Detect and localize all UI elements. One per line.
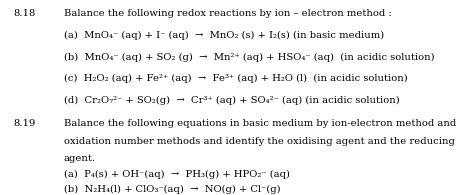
Text: (b)  MnO₄⁻ (aq) + SO₂ (g)  →  Mn²⁺ (aq) + HSO₄⁻ (aq)  (in acidic solution): (b) MnO₄⁻ (aq) + SO₂ (g) → Mn²⁺ (aq) + H…	[64, 53, 435, 62]
Text: (b)  N₂H₄(l) + ClO₃⁻(aq)  →  NO(g) + Cl⁻(g): (b) N₂H₄(l) + ClO₃⁻(aq) → NO(g) + Cl⁻(g)	[64, 185, 281, 194]
Text: oxidation number methods and identify the oxidising agent and the reducing: oxidation number methods and identify th…	[64, 136, 455, 145]
Text: (a)  MnO₄⁻ (aq) + I⁻ (aq)  →  MnO₂ (s) + I₂(s) (in basic medium): (a) MnO₄⁻ (aq) + I⁻ (aq) → MnO₂ (s) + I₂…	[64, 31, 384, 40]
Text: Balance the following equations in basic medium by ion-electron method and: Balance the following equations in basic…	[64, 119, 456, 128]
Text: (d)  Cr₂O₇²⁻ + SO₂(g)  →  Cr³⁺ (aq) + SO₄²⁻ (aq) (in acidic solution): (d) Cr₂O₇²⁻ + SO₂(g) → Cr³⁺ (aq) + SO₄²⁻…	[64, 96, 400, 105]
Text: agent.: agent.	[64, 154, 96, 163]
Text: 8.19: 8.19	[13, 119, 36, 128]
Text: (c)  H₂O₂ (aq) + Fe²⁺ (aq)  →  Fe³⁺ (aq) + H₂O (l)  (in acidic solution): (c) H₂O₂ (aq) + Fe²⁺ (aq) → Fe³⁺ (aq) + …	[64, 74, 408, 83]
Text: 8.18: 8.18	[13, 9, 36, 18]
Text: (a)  P₄(s) + OH⁻(aq)  →  PH₃(g) + HPO₂⁻ (aq): (a) P₄(s) + OH⁻(aq) → PH₃(g) + HPO₂⁻ (aq…	[64, 170, 290, 179]
Text: Balance the following redox reactions by ion – electron method :: Balance the following redox reactions by…	[64, 9, 392, 18]
